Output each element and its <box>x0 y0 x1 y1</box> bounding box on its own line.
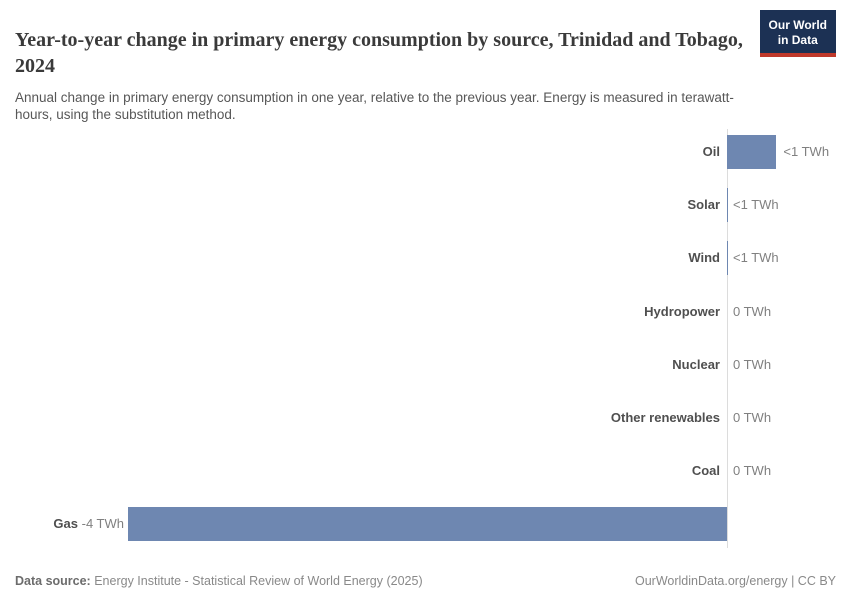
value-label: 0 TWh <box>733 356 772 372</box>
value-label: 0 TWh <box>733 409 772 425</box>
category-label: Wind <box>688 250 720 266</box>
category-label: Gas <box>53 516 78 532</box>
category-label: Coal <box>691 463 720 479</box>
owid-logo-line1: Our World <box>768 18 827 32</box>
value-label: <1 TWh <box>733 250 779 266</box>
chart-title: Year-to-year change in primary energy co… <box>15 29 743 78</box>
category-label: Solar <box>687 197 720 213</box>
chart-subtitle: Annual change in primary energy consumpt… <box>15 89 734 123</box>
value-label: <1 TWh <box>733 197 779 213</box>
value-label: -4 TWh <box>78 516 124 532</box>
category-label: Nuclear <box>672 356 720 372</box>
zero-axis-line <box>727 129 728 548</box>
owid-logo-line2: in Data <box>777 32 818 47</box>
data-source-label: Data source: <box>15 574 91 588</box>
category-and-value-label: Gas -4 TWh <box>0 516 124 532</box>
bar-chart: Oil <1 TWh Solar <1 TWh Wind <1 TWh Hydropower… <box>0 128 850 550</box>
owid-logo: Our World in Data <box>759 10 836 57</box>
bar-gas[interactable] <box>128 507 727 542</box>
category-label: Hydropower <box>644 303 720 319</box>
value-label: <1 TWh <box>783 144 830 160</box>
category-label: Other renewables <box>610 409 720 425</box>
category-label: Oil <box>702 144 720 160</box>
data-source-text: Energy Institute - Statistical Review of… <box>94 574 423 588</box>
bar-wind[interactable] <box>727 241 728 276</box>
credit-link[interactable]: OurWorldinData.org/energy | CC BY <box>634 574 836 588</box>
value-label: 0 TWh <box>733 463 772 479</box>
bar-solar[interactable] <box>727 188 729 223</box>
bar-oil[interactable] <box>727 135 777 170</box>
data-source-note: Data source: Energy Institute - Statisti… <box>15 574 423 588</box>
value-label: 0 TWh <box>733 303 772 319</box>
chart-footer: Data source: Energy Institute - Statisti… <box>15 574 836 588</box>
